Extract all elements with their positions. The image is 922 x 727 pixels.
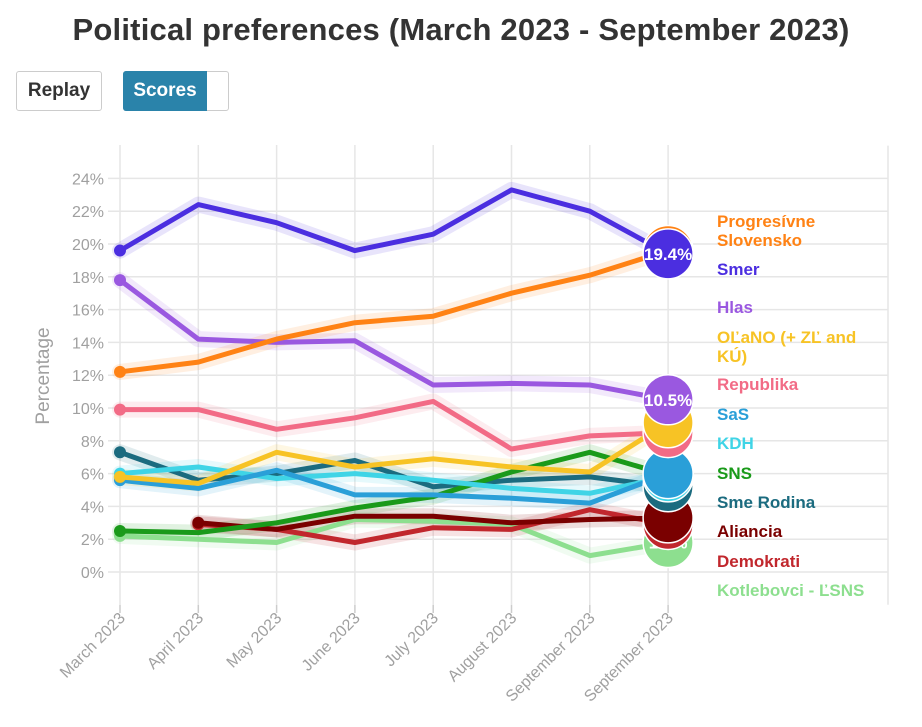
x-tick-label: May 2023 — [224, 610, 286, 672]
series-end-circle — [642, 228, 694, 280]
y-tick-label: 18% — [72, 270, 104, 287]
series-line — [117, 248, 671, 375]
legend-label: Kotlebovci - ĽSNS — [717, 581, 864, 600]
x-tick-labels: March 2023 April 2023 May 2023 June 2023 Jul… — [57, 610, 677, 706]
replay-button[interactable]: Replay — [16, 71, 102, 111]
y-tick-label: 22% — [72, 204, 104, 221]
legend: Progresívne Slovensko Smer Hlas OĽaNO (+ ZĽ … — [717, 212, 864, 600]
series-start-dot — [114, 470, 126, 483]
x-tick-label: July 2023 — [382, 610, 443, 671]
series-line — [195, 513, 671, 532]
y-tick-label: 12% — [72, 368, 104, 385]
y-tick-label: 10% — [72, 401, 104, 418]
series-halo — [112, 242, 677, 380]
x-tick-label: April 2023 — [144, 610, 207, 673]
y-tick-label: 14% — [72, 335, 104, 352]
x-tick-label: June 2023 — [299, 610, 364, 675]
y-tick-label: 6% — [81, 467, 104, 484]
legend-label: SaS — [717, 405, 749, 424]
chart-title: Political preferences (March 2023 - Sept… — [72, 12, 850, 47]
series-start-dot — [114, 244, 126, 257]
legend-label: Aliancia — [717, 522, 783, 541]
y-tick-label: 20% — [72, 237, 104, 254]
series-line — [117, 420, 671, 486]
series-line — [117, 449, 671, 536]
y-tick-label: 4% — [81, 499, 104, 516]
series-line — [117, 467, 671, 506]
y-tick-labels: 0% 2% 4% 6% 8% 10% 12% 14% 16% 18% 20% 22% 24% — [72, 171, 104, 582]
scores-toggle[interactable]: Scores — [123, 71, 229, 111]
y-tick-label: 8% — [81, 434, 104, 451]
y-axis-label: Percentage — [33, 327, 54, 424]
series-start-dot — [114, 274, 126, 287]
x-tick-label: March 2023 — [57, 610, 129, 682]
series-line — [117, 277, 671, 403]
x-tick-label: August 2023 — [445, 610, 521, 686]
legend-label: Hlas — [717, 298, 753, 317]
end-circle-group: 19.4% — [642, 228, 694, 280]
series-end-circle — [642, 374, 694, 426]
legend-label: Progresívne Slovensko — [717, 212, 815, 250]
legend-label: SNS — [717, 464, 752, 483]
legend-label: Sme Rodina — [717, 493, 816, 512]
series-end-value: 19.4% — [644, 245, 692, 264]
series-start-dot — [114, 525, 126, 537]
series-lines — [114, 187, 671, 559]
scores-toggle-active[interactable]: Scores — [123, 71, 207, 111]
legend-label: Demokrati — [717, 552, 800, 571]
legend-label: KDH — [717, 434, 754, 453]
y-tick-label: 24% — [72, 171, 104, 188]
series-line — [117, 464, 671, 496]
series-start-dot — [192, 516, 205, 529]
series-end-value: 10.5% — [644, 391, 692, 410]
series-start-dot — [114, 403, 126, 416]
y-tick-label: 16% — [72, 303, 104, 320]
series-line — [117, 517, 671, 559]
series-start-dot — [114, 446, 126, 459]
legend-label: Republika — [717, 375, 799, 394]
y-tick-label: 0% — [81, 565, 104, 582]
series-start-dot — [114, 365, 126, 378]
legend-label: Smer — [717, 260, 760, 279]
series-line — [117, 187, 671, 257]
y-tick-label: 2% — [81, 532, 104, 549]
end-circles: 1.8%5.2%8.5%10.5%19.4% — [642, 224, 694, 569]
legend-label: OĽaNO (+ ZĽ and KÚ) — [717, 328, 856, 366]
end-circle-group: 10.5% — [642, 374, 694, 426]
series-line — [117, 398, 671, 452]
